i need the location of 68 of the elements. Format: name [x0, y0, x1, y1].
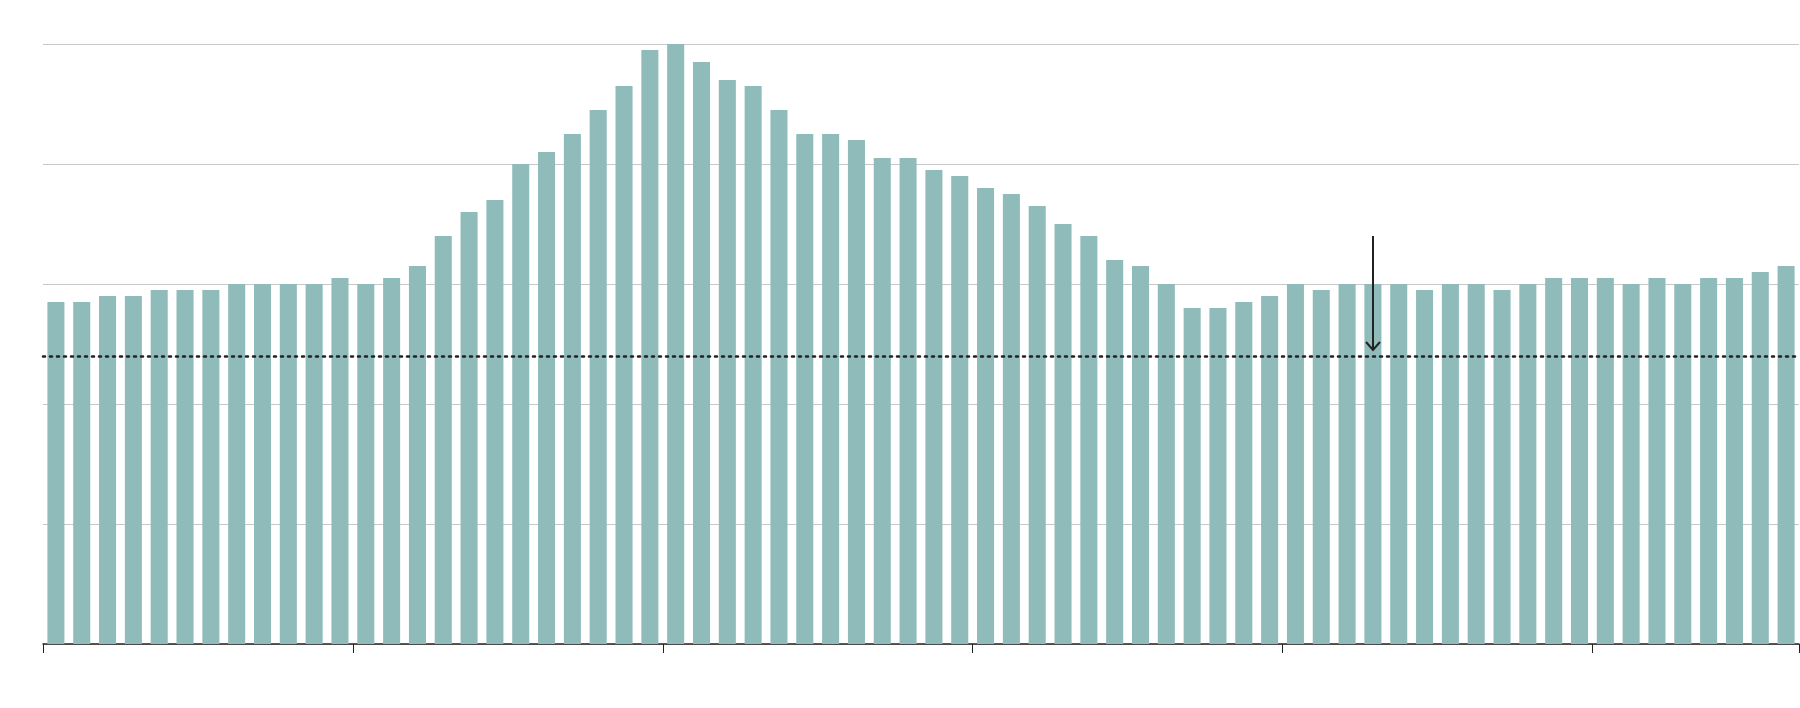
bar [176, 290, 194, 644]
bar [615, 86, 633, 644]
bar [1364, 284, 1382, 644]
bar [1700, 278, 1718, 644]
bar [847, 140, 865, 644]
bar [408, 266, 426, 644]
bar [357, 284, 375, 644]
bar [667, 44, 685, 644]
bar [977, 188, 995, 644]
bar [1157, 284, 1175, 644]
bar [1570, 278, 1589, 644]
bar [1545, 278, 1563, 644]
bar [1467, 284, 1485, 644]
bar [1028, 206, 1046, 644]
bar [1261, 296, 1279, 644]
bar [1751, 272, 1769, 644]
bar [383, 278, 401, 644]
bar [1674, 284, 1692, 644]
bar [899, 158, 917, 644]
bar [1519, 284, 1537, 644]
bar [951, 176, 969, 644]
bar [202, 290, 220, 644]
bar [1622, 284, 1640, 644]
bar [1338, 284, 1356, 644]
bar [1054, 224, 1072, 644]
bar [228, 284, 246, 644]
bar [1416, 290, 1434, 644]
bar [641, 50, 659, 644]
bar [796, 134, 814, 644]
bar [718, 80, 736, 644]
bar [1002, 194, 1020, 644]
bar [150, 290, 168, 644]
bar [1493, 290, 1511, 644]
bar [434, 236, 452, 644]
bar [253, 284, 272, 644]
bar [770, 110, 788, 644]
bar [1312, 290, 1330, 644]
bar [1235, 302, 1253, 644]
bar [925, 170, 943, 644]
bar [1131, 266, 1150, 644]
bar [73, 302, 91, 644]
bar [1441, 284, 1459, 644]
bar [1648, 278, 1666, 644]
bar [331, 278, 349, 644]
bar [124, 296, 142, 644]
bar [589, 110, 607, 644]
bar [1080, 236, 1098, 644]
bar [1183, 308, 1201, 644]
bar [1725, 278, 1743, 644]
bar [47, 302, 65, 644]
bar [512, 164, 530, 644]
bar [692, 62, 711, 644]
bar [305, 284, 323, 644]
bar [538, 152, 556, 644]
bar [563, 134, 581, 644]
bar [822, 134, 840, 644]
bar [99, 296, 117, 644]
bar [486, 200, 504, 644]
bar [1209, 308, 1227, 644]
bar [1777, 266, 1795, 644]
bar [1106, 260, 1124, 644]
bar [1596, 278, 1614, 644]
bar [279, 284, 297, 644]
bar [1286, 284, 1304, 644]
bar [744, 86, 762, 644]
bar [873, 158, 891, 644]
bar [1390, 284, 1408, 644]
bar [460, 212, 478, 644]
